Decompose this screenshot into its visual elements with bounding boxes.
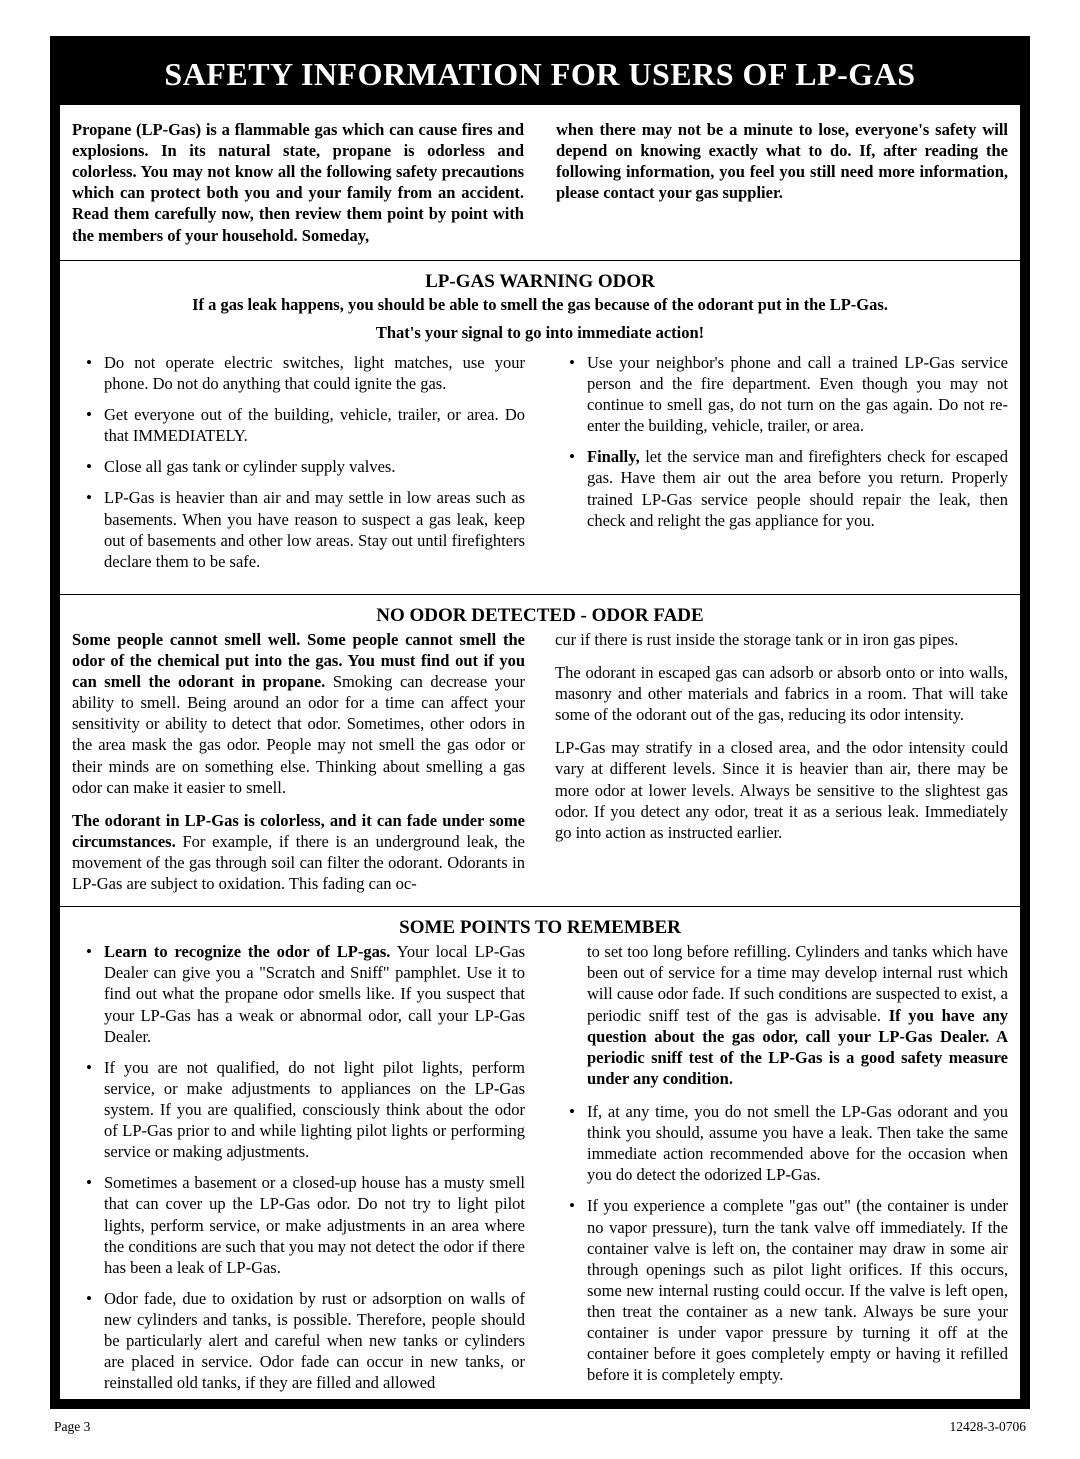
- page-title: SAFETY INFORMATION FOR USERS OF LP-GAS: [60, 56, 1020, 93]
- section-title: LP-GAS WARNING ODOR: [72, 271, 1008, 293]
- paragraph: LP-Gas may stratify in a closed area, an…: [555, 737, 1008, 843]
- footer: Page 3 12428-3-0706: [50, 1409, 1030, 1435]
- text: let the service man and firefighters che…: [587, 447, 1008, 529]
- paragraph: cur if there is rust inside the storage …: [555, 629, 1008, 650]
- section-points: SOME POINTS TO REMEMBER Learn to recogni…: [60, 906, 1020, 1399]
- footer-right: 12428-3-0706: [950, 1419, 1027, 1435]
- bullet-list: Use your neighbor's phone and call a tra…: [555, 352, 1008, 531]
- col-left: Do not operate electric switches, light …: [72, 352, 525, 582]
- list-item: Do not operate electric switches, light …: [90, 352, 525, 394]
- bold-lead: Finally,: [587, 447, 640, 466]
- list-item: Get everyone out of the building, vehicl…: [90, 404, 525, 446]
- list-item: Close all gas tank or cylinder supply va…: [90, 456, 525, 477]
- two-col: Do not operate electric switches, light …: [72, 352, 1008, 582]
- page: SAFETY INFORMATION FOR USERS OF LP-GAS P…: [0, 0, 1080, 1459]
- bold-lead: Learn to recognize the odor of LP-gas.: [104, 942, 390, 961]
- section-title: NO ODOR DETECTED - ODOR FADE: [72, 605, 1008, 627]
- list-item: Finally, let the service man and firefig…: [573, 446, 1008, 530]
- col-left: Learn to recognize the odor of LP-gas. Y…: [72, 941, 525, 1393]
- footer-left: Page 3: [54, 1419, 90, 1435]
- bullet-list: Do not operate electric switches, light …: [72, 352, 525, 572]
- list-item: If you experience a complete "gas out" (…: [573, 1195, 1008, 1385]
- bullet-list: If, at any time, you do not smell the LP…: [555, 1101, 1008, 1385]
- col-right: cur if there is rust inside the storage …: [555, 629, 1008, 894]
- list-item: Odor fade, due to oxidation by rust or a…: [90, 1288, 525, 1394]
- list-item: If you are not qualified, do not light p…: [90, 1057, 525, 1163]
- section-sub-2: That's your signal to go into immediate …: [72, 323, 1008, 344]
- paragraph: The odorant in escaped gas can adsorb or…: [555, 662, 1008, 725]
- bullet-list: Learn to recognize the odor of LP-gas. Y…: [72, 941, 525, 1393]
- two-col: Some people cannot smell well. Some peop…: [72, 629, 1008, 894]
- list-item: If, at any time, you do not smell the LP…: [573, 1101, 1008, 1185]
- intro-left: Propane (LP-Gas) is a flammable gas whic…: [72, 119, 524, 246]
- two-col: Learn to recognize the odor of LP-gas. Y…: [72, 941, 1008, 1393]
- col-left: Some people cannot smell well. Some peop…: [72, 629, 525, 894]
- title-bar: SAFETY INFORMATION FOR USERS OF LP-GAS: [60, 46, 1020, 105]
- list-item: LP-Gas is heavier than air and may settl…: [90, 487, 525, 571]
- intro-row: Propane (LP-Gas) is a flammable gas whic…: [60, 105, 1020, 260]
- list-item: Learn to recognize the odor of LP-gas. Y…: [90, 941, 525, 1047]
- list-item: Use your neighbor's phone and call a tra…: [573, 352, 1008, 436]
- intro-right: when there may not be a minute to lose, …: [556, 119, 1008, 246]
- section-sub-1: If a gas leak happens, you should be abl…: [72, 295, 1008, 316]
- col-right: Use your neighbor's phone and call a tra…: [555, 352, 1008, 582]
- document-frame: SAFETY INFORMATION FOR USERS OF LP-GAS P…: [50, 36, 1030, 1409]
- paragraph: The odorant in LP-Gas is colorless, and …: [72, 810, 525, 894]
- section-warning-odor: LP-GAS WARNING ODOR If a gas leak happen…: [60, 260, 1020, 594]
- paragraph: to set too long before refilling. Cylind…: [555, 941, 1008, 1089]
- section-title: SOME POINTS TO REMEMBER: [72, 917, 1008, 939]
- paragraph: Some people cannot smell well. Some peop…: [72, 629, 525, 798]
- section-odor-fade: NO ODOR DETECTED - ODOR FADE Some people…: [60, 594, 1020, 906]
- col-right: to set too long before refilling. Cylind…: [555, 941, 1008, 1393]
- list-item: Sometimes a basement or a closed-up hous…: [90, 1172, 525, 1278]
